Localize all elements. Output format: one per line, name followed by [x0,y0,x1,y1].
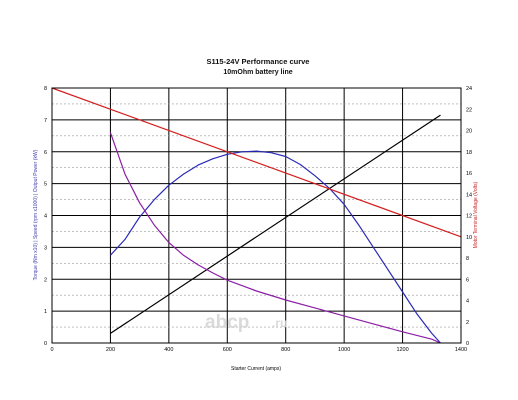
watermark-suffix: .ru [272,316,287,330]
y-right-tick-label: 18 [466,150,472,156]
y-right-tick-label: 2 [466,320,469,326]
series-line-3 [109,132,441,344]
x-tick-label: 200 [106,347,115,353]
y-right-tick-label: 4 [466,299,469,305]
x-tick-label: 400 [164,347,173,353]
y-left-tick-labels: 0 1 2 3 4 5 6 7 8 [44,86,47,347]
watermark-logo: abcp [205,312,249,333]
y-left-tick-label: 7 [44,118,47,124]
y-right-tick-label: 20 [466,129,472,135]
x-tick-labels: 0 200 400 600 800 1000 1200 1400 [50,347,467,353]
y-left-tick-label: 5 [44,182,47,188]
y-right-axis-label: Motor Terminal Voltage (Volts) [473,181,479,248]
y-right-tick-label: 16 [466,171,472,177]
chart-subtitle: 10mOhm battery line [223,69,292,76]
y-left-tick-label: 3 [44,245,47,251]
y-right-tick-label: 22 [466,107,472,113]
series-layer [51,87,462,344]
y-right-tick-label: 8 [466,256,469,262]
plot-frame [51,87,462,344]
y-right-tick-label: 10 [466,235,472,241]
x-tick-label: 1000 [338,347,350,353]
y-left-tick-label: 2 [44,277,47,283]
y-right-tick-label: 24 [466,86,472,92]
series-line-2 [109,150,441,344]
y-left-tick-label: 6 [44,150,47,156]
x-tick-label: 1200 [396,347,408,353]
x-tick-label: 0 [50,347,53,353]
watermark: abcp .ru [205,312,287,333]
y-left-tick-label: 1 [44,309,47,315]
y-right-tick-label: 6 [466,277,469,283]
y-left-tick-label: 4 [44,214,47,220]
y-right-tick-label: 0 [466,341,469,347]
y-right-tick-label: 14 [466,192,472,198]
x-tick-label: 800 [281,347,290,353]
grid [52,88,461,343]
y-left-axis-label: Torque (Nm x10) | Speed (rpm x1000) | Ou… [33,149,39,280]
series-line-1 [110,114,441,334]
y-right-tick-label: 12 [466,214,472,220]
x-tick-label: 1400 [455,347,467,353]
y-left-tick-label: 0 [44,341,47,347]
series-line-4 [51,87,462,238]
x-axis-label: Starter Current (amps) [231,366,281,372]
x-tick-label: 600 [223,347,232,353]
chart-title: S115-24V Performance curve [207,57,310,66]
y-left-tick-label: 8 [44,86,47,92]
